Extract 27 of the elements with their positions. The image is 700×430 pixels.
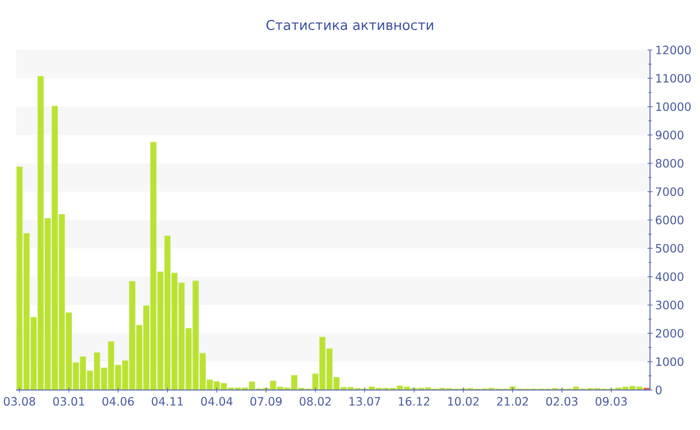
y-tick-label: 0 — [656, 386, 662, 394]
x-tick-label: 02.03 — [546, 397, 578, 406]
y-tick-label: 9000 — [656, 130, 684, 140]
x-tick-label: 08.02 — [300, 397, 331, 406]
y-tick-label: 3000 — [656, 300, 684, 310]
x-tick-label: 07.09 — [250, 397, 282, 406]
y-tick-label: 8000 — [656, 159, 684, 168]
x-tick-label: 04.11 — [152, 397, 183, 406]
y-tick-label: 7000 — [656, 187, 684, 196]
x-tick-label: 21.02 — [497, 397, 528, 406]
y-tick-label: 12000 — [656, 46, 691, 54]
x-tick-label: 04.04 — [201, 397, 233, 406]
x-tick-label: 16.12 — [398, 397, 430, 406]
y-tick-label: 1000 — [656, 357, 684, 366]
x-tick-label: 03.01 — [53, 397, 84, 406]
y-tick-label: 5000 — [656, 244, 684, 253]
chart-title: Статистика активности — [266, 20, 434, 30]
x-tick-label: 04.06 — [102, 397, 134, 406]
y-tick-label: 6000 — [656, 216, 684, 224]
x-tick-label: 09.03 — [596, 397, 627, 406]
x-tick-label: 03.08 — [4, 397, 36, 406]
x-tick-label: 13.07 — [350, 397, 380, 406]
y-tick-label: 2000 — [656, 329, 684, 338]
y-tick-label: 10000 — [656, 102, 691, 111]
y-tick-label: 4000 — [656, 272, 684, 281]
y-tick-label: 11000 — [656, 74, 691, 83]
x-tick-label: 10.02 — [448, 397, 479, 406]
